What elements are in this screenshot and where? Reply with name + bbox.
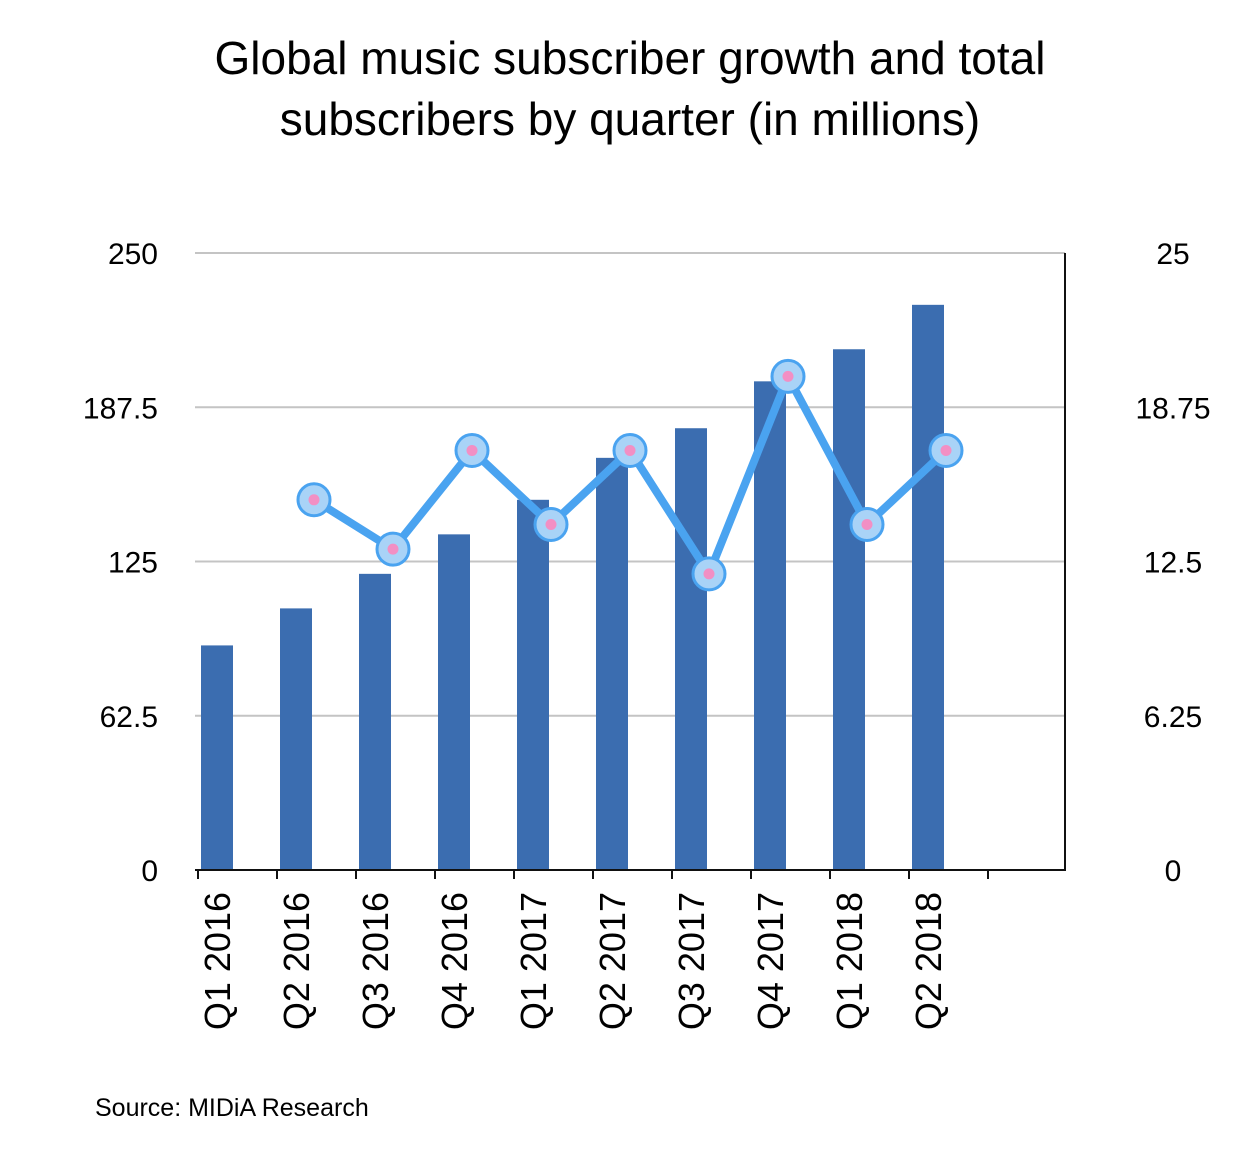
category-label: Q2 2016 xyxy=(276,892,317,1030)
bar xyxy=(280,608,312,870)
category-label: Q1 2016 xyxy=(197,892,238,1030)
chart-title: Global music subscriber growth and total… xyxy=(214,32,1046,145)
bar xyxy=(754,381,786,870)
left-tick-label: 187.5 xyxy=(83,392,158,425)
left-tick-label: 250 xyxy=(108,238,158,271)
line-point-core xyxy=(545,518,557,530)
bar xyxy=(359,573,391,870)
category-label: Q2 2018 xyxy=(908,892,949,1030)
bar xyxy=(201,645,233,870)
left-tick-label: 0 xyxy=(141,855,158,888)
line-point-core xyxy=(308,494,320,506)
right-tick-label: 6.25 xyxy=(1144,701,1202,734)
category-label: Q3 2017 xyxy=(671,892,712,1030)
source-note: Source: MIDiA Research xyxy=(95,1094,369,1122)
category-label: Q4 2016 xyxy=(434,892,475,1030)
bar xyxy=(833,349,865,870)
left-tick-label: 125 xyxy=(108,547,158,580)
category-label: Q4 2017 xyxy=(750,892,791,1030)
line-point-core xyxy=(624,444,636,456)
right-tick-label: 18.75 xyxy=(1135,392,1210,425)
line-series xyxy=(296,358,964,592)
line-point-core xyxy=(940,444,952,456)
line-point-core xyxy=(861,518,873,530)
category-label: Q1 2018 xyxy=(829,892,870,1030)
bar xyxy=(675,428,707,870)
right-tick-label: 25 xyxy=(1156,238,1189,271)
line-point-core xyxy=(703,568,715,580)
category-label: Q3 2016 xyxy=(355,892,396,1030)
bar xyxy=(596,457,628,870)
tick-labels: 0 0 62.5 6.25 125 12.5 187.5 18.75 250 25 Q1 2016 Q… xyxy=(83,238,1211,1030)
right-tick-label: 12.5 xyxy=(1144,547,1202,580)
category-label: Q2 2017 xyxy=(592,892,633,1030)
line-point-core xyxy=(387,543,399,555)
line-point-core xyxy=(782,370,794,382)
bar-series xyxy=(201,304,944,870)
axes xyxy=(195,253,1066,879)
line-point-core xyxy=(466,444,478,456)
bar xyxy=(517,499,549,870)
bar xyxy=(912,304,944,870)
right-tick-label: 0 xyxy=(1165,855,1182,888)
category-label: Q1 2017 xyxy=(513,892,554,1030)
bar xyxy=(438,534,470,870)
left-tick-label: 62.5 xyxy=(100,701,158,734)
